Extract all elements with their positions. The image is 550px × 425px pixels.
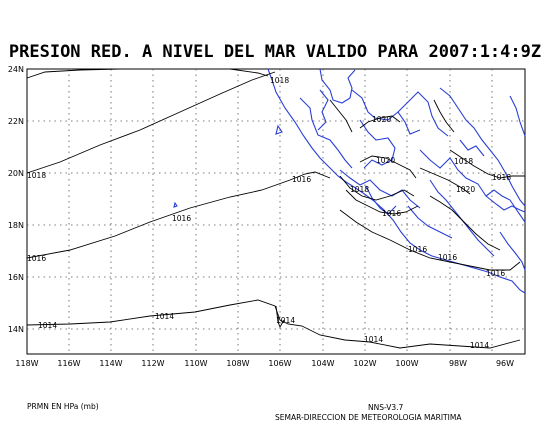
isobar-label: 1016: [292, 175, 311, 184]
isobar-label: 1016: [438, 253, 457, 262]
map-title: PRESION RED. A NIVEL DEL MAR VALIDO PARA…: [8, 42, 542, 62]
isobar-label: 1018: [270, 76, 289, 85]
isobar-label: 1014: [364, 335, 383, 344]
lon-label: 114W: [99, 359, 122, 368]
isobar-label: 1018: [454, 157, 473, 166]
version-note: NNS-V3.7: [368, 403, 404, 412]
isobar-label: 1014: [155, 312, 174, 321]
agency-note: SEMAR-DIRECCION DE METEOROLOGIA MARITIMA: [275, 413, 462, 422]
isobar-labels: 1018 1018 1016 1016 1016 1016 1014 1014 …: [27, 76, 511, 350]
lat-label: 14N: [8, 325, 24, 334]
lon-label: 110W: [184, 359, 207, 368]
lon-label: 102W: [353, 359, 376, 368]
lat-label: 22N: [8, 117, 24, 126]
graticule: [27, 69, 525, 354]
isobar-label: 1016: [27, 254, 46, 263]
lon-label: 112W: [141, 359, 164, 368]
isobar-label: 1014: [470, 341, 489, 350]
isobar-label: 1018: [350, 185, 369, 194]
longitude-labels: 118W 116W 114W 112W 110W 108W 106W 104W …: [15, 359, 514, 368]
isobar-label: 1020: [372, 115, 391, 124]
lon-label: 100W: [395, 359, 418, 368]
lon-label: 98W: [449, 359, 467, 368]
units-note: PRMN EN HPa (mb): [27, 402, 99, 411]
isobar-label: 1016: [408, 245, 427, 254]
isobar-label: 1020: [376, 156, 395, 165]
isobar-label: 1014: [38, 321, 57, 330]
lon-label: 118W: [15, 359, 38, 368]
lon-label: 104W: [311, 359, 334, 368]
isobar-label: 1016: [486, 269, 505, 278]
isobar-label: 1018: [492, 173, 511, 182]
lat-label: 16N: [8, 273, 24, 282]
isobar-label: 1020: [456, 185, 475, 194]
isobar-label: 1016: [172, 214, 191, 223]
lon-label: 96W: [496, 359, 514, 368]
lat-label: 18N: [8, 221, 24, 230]
latitude-labels: 24N 22N 20N 18N 16N 14N: [8, 65, 24, 334]
lat-label: 20N: [8, 169, 24, 178]
isobars: [26, 68, 525, 349]
lat-label: 24N: [8, 65, 24, 74]
lon-label: 108W: [226, 359, 249, 368]
lon-label: 116W: [57, 359, 80, 368]
isobar-label: 1018: [27, 171, 46, 180]
isobar-label: 1014: [276, 316, 295, 325]
coastline: [173, 68, 526, 294]
lon-label: 106W: [268, 359, 291, 368]
isobar-label: 1016: [382, 209, 401, 218]
